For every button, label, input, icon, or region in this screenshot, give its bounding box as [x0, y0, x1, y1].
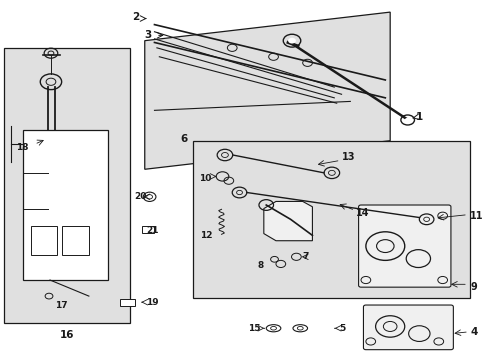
Circle shape — [404, 118, 410, 122]
Text: 9: 9 — [469, 282, 476, 292]
Ellipse shape — [265, 325, 280, 332]
Text: 21: 21 — [146, 225, 159, 234]
Text: 18: 18 — [16, 143, 28, 152]
Polygon shape — [264, 202, 312, 241]
Text: 10: 10 — [199, 174, 211, 183]
Text: 13: 13 — [341, 152, 354, 162]
FancyBboxPatch shape — [23, 130, 108, 280]
Text: 12: 12 — [200, 231, 212, 240]
Bar — [142, 226, 154, 233]
Text: 3: 3 — [144, 30, 152, 40]
Ellipse shape — [292, 325, 307, 332]
FancyBboxPatch shape — [358, 205, 450, 287]
Text: 14: 14 — [355, 208, 369, 218]
Text: 16: 16 — [60, 330, 74, 341]
Text: 6: 6 — [181, 134, 187, 144]
Bar — [4, 48, 130, 323]
Text: 1: 1 — [415, 112, 422, 122]
Circle shape — [287, 38, 295, 44]
Text: 2: 2 — [132, 13, 139, 22]
Text: 4: 4 — [469, 327, 477, 337]
Ellipse shape — [297, 327, 303, 330]
Text: 5: 5 — [339, 324, 345, 333]
Text: 15: 15 — [247, 324, 260, 333]
Text: 11: 11 — [469, 211, 483, 221]
Text: 19: 19 — [146, 298, 159, 307]
Bar — [62, 226, 89, 255]
Polygon shape — [144, 12, 389, 169]
FancyBboxPatch shape — [363, 305, 452, 350]
Text: 17: 17 — [55, 301, 67, 310]
Ellipse shape — [270, 327, 276, 330]
Bar — [30, 226, 57, 255]
Text: 8: 8 — [257, 261, 264, 270]
Text: 20: 20 — [134, 192, 146, 201]
Bar — [120, 298, 135, 306]
Bar — [193, 141, 469, 298]
Text: 7: 7 — [302, 252, 308, 261]
